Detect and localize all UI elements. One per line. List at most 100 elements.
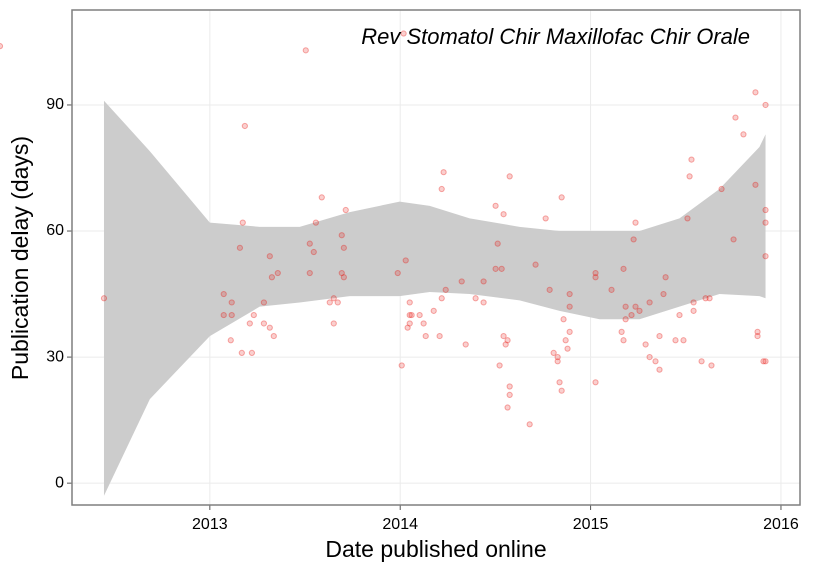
point [560, 316, 567, 323]
point [688, 156, 695, 163]
point [630, 236, 637, 243]
point [546, 286, 553, 293]
point [436, 332, 443, 340]
confidence-band [103, 100, 766, 496]
point [708, 362, 715, 369]
point [402, 257, 409, 264]
point [416, 311, 423, 319]
point [496, 362, 503, 369]
point [554, 358, 561, 365]
point [239, 219, 246, 226]
point [250, 311, 257, 319]
point [760, 358, 767, 365]
point [632, 303, 639, 310]
point [338, 269, 345, 277]
point [556, 379, 563, 386]
point [404, 324, 411, 331]
point [270, 332, 277, 340]
point [312, 219, 319, 226]
point [306, 269, 313, 277]
point [422, 332, 429, 340]
point [302, 47, 309, 54]
point [762, 253, 769, 260]
point [462, 341, 469, 348]
point [656, 332, 663, 340]
point [506, 173, 513, 180]
point [228, 299, 235, 306]
point [438, 185, 445, 193]
point [620, 337, 627, 344]
point [220, 311, 227, 319]
point [506, 391, 513, 399]
point [220, 290, 227, 298]
point [480, 299, 487, 306]
point [680, 337, 687, 344]
point [652, 358, 659, 365]
point [592, 269, 599, 277]
point [472, 295, 479, 302]
point [480, 278, 487, 285]
point [0, 43, 4, 50]
point [227, 337, 234, 344]
point [558, 387, 565, 394]
x-tick-label: 2014 [382, 516, 418, 533]
point [330, 295, 337, 302]
point [608, 286, 615, 293]
point [306, 240, 313, 247]
point [642, 341, 649, 348]
point [554, 353, 561, 361]
point [236, 244, 244, 251]
point [334, 299, 341, 306]
point [698, 358, 705, 365]
point [656, 366, 663, 373]
point [342, 206, 349, 214]
point [260, 320, 267, 327]
point [442, 286, 449, 293]
point [406, 311, 413, 319]
point [330, 320, 337, 327]
point [458, 278, 465, 285]
x-tick-label: 2013 [192, 516, 228, 533]
point [420, 320, 427, 327]
point [690, 307, 697, 314]
point [672, 337, 679, 344]
point [238, 349, 245, 356]
point [526, 421, 533, 428]
point [504, 404, 511, 411]
y-tick-label: 60 [46, 222, 64, 239]
point [408, 311, 415, 319]
point [326, 299, 333, 306]
point [762, 101, 769, 109]
point [676, 311, 683, 319]
y-tick-label: 90 [46, 96, 64, 113]
point [706, 295, 713, 302]
point [636, 307, 643, 314]
point [622, 303, 629, 310]
point [754, 328, 761, 335]
point [340, 274, 347, 281]
point [100, 295, 108, 302]
point [762, 358, 769, 365]
point [732, 114, 739, 121]
point [438, 295, 445, 302]
point [762, 219, 769, 226]
point [268, 274, 275, 281]
point [740, 131, 747, 138]
plot-border [71, 9, 801, 506]
point [430, 307, 437, 314]
point [492, 202, 499, 209]
point [406, 320, 413, 327]
point [558, 194, 565, 201]
point [246, 320, 253, 327]
point [762, 206, 769, 214]
point [394, 269, 401, 277]
point [266, 324, 273, 331]
point [660, 290, 667, 298]
point [318, 194, 325, 201]
point [338, 232, 345, 239]
point [622, 316, 629, 323]
point [502, 341, 509, 348]
point [566, 303, 573, 310]
